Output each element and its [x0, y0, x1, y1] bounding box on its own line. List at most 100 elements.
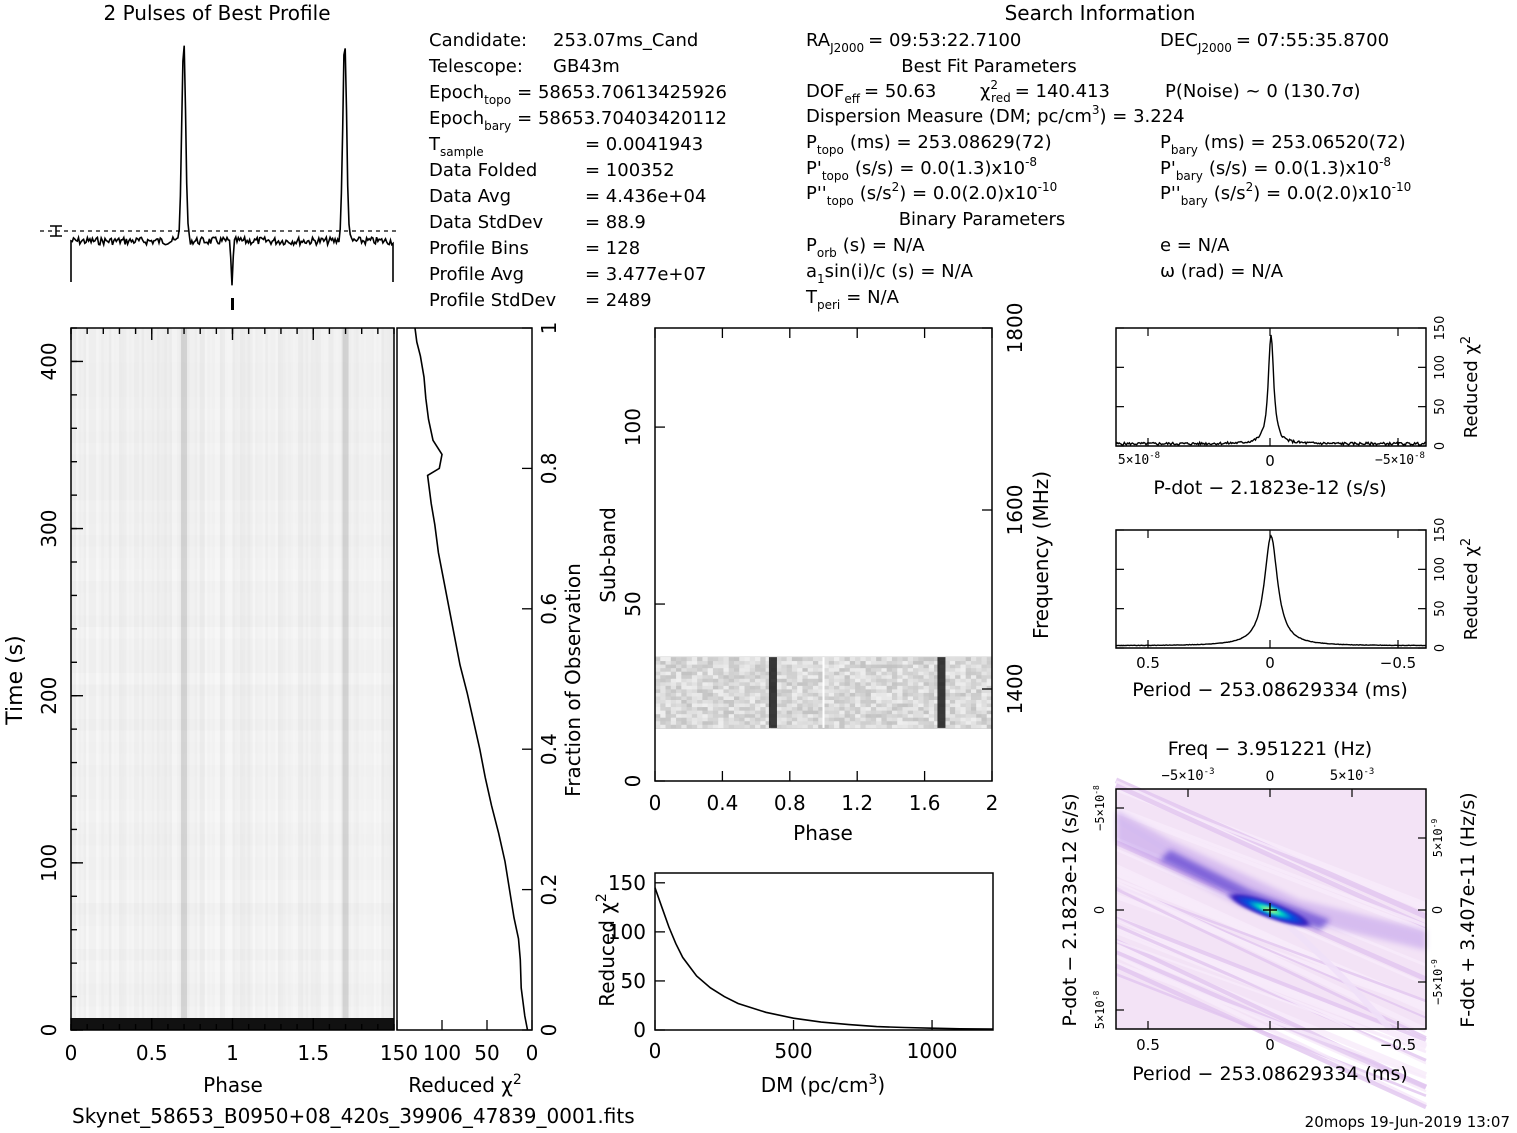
subband-cell: [928, 678, 935, 683]
subband-cell: [749, 713, 756, 718]
subband-cell: [965, 678, 972, 683]
subband-cell: [718, 657, 724, 662]
subband-cell: [949, 710, 956, 715]
subband-cell: [918, 696, 924, 701]
time-row: [71, 362, 394, 374]
subband-cell: [870, 664, 877, 669]
phase-bin-column: [187, 328, 191, 1018]
subband-cell: [660, 667, 666, 672]
subband-cell: [670, 660, 677, 665]
subband-cell: [855, 685, 861, 690]
subband-cell: [881, 703, 888, 708]
phase-bin-column: [260, 328, 264, 1018]
phase-bin-column: [320, 328, 324, 1018]
subband-cell: [686, 657, 693, 662]
subband-cell: [965, 699, 972, 704]
ecc-line: e = N/A: [1160, 235, 1230, 256]
subband-cell: [913, 713, 919, 718]
subband-cell: [676, 664, 682, 669]
subband-cell: [849, 678, 856, 683]
subband-cell: [786, 667, 793, 672]
subband-cell: [818, 692, 824, 697]
time-chi2-xtick: 150: [380, 1041, 418, 1065]
subband-cell: [660, 717, 666, 722]
subband-cell: [755, 688, 761, 693]
subband-cell: [733, 696, 740, 701]
subband-cell: [702, 660, 709, 665]
subband-cell: [886, 713, 893, 718]
subband-cell: [865, 713, 872, 718]
subband-cell: [655, 703, 661, 708]
subband-cell: [749, 692, 756, 697]
search-info-block: RAJ2000 = 09:53:22.7100 DECJ2000 = 07:55:3…: [805, 30, 1411, 312]
subband-cell: [686, 667, 693, 672]
subband-cell: [707, 674, 714, 679]
phase-bin-column: [262, 328, 266, 1018]
subband-cell: [655, 667, 661, 672]
subband-cell: [744, 713, 751, 718]
subband-cell: [839, 713, 845, 718]
subband-cell: [981, 703, 988, 708]
time-row: [71, 500, 394, 512]
subband-cell: [691, 720, 698, 725]
subband-cell: [949, 717, 956, 722]
subband-cell: [760, 660, 766, 665]
subband-cell: [844, 713, 851, 718]
subband-cell: [928, 710, 935, 715]
subband-cell: [876, 717, 882, 722]
subband-cell: [781, 664, 788, 669]
subband-cell: [981, 681, 988, 686]
ppd-tick-right: −0.5: [1380, 1036, 1416, 1054]
subband-cell: [828, 688, 835, 693]
subband-cell: [886, 696, 893, 701]
pdot-ylabel: Reduced χ2: [1459, 336, 1482, 438]
fraction-tick: 0.4: [537, 733, 561, 765]
period-xlabel: Period − 253.08629334 (ms): [1132, 679, 1408, 701]
subband-cell: [776, 678, 782, 683]
subband-cell: [834, 681, 840, 686]
time-row: [71, 558, 394, 570]
subband-cell: [855, 674, 861, 679]
info-row-value: 253.07ms_Cand: [553, 30, 698, 51]
subband-cell: [902, 664, 909, 669]
subband-cell: [697, 681, 703, 686]
subband-cell: [718, 710, 724, 715]
subband-cell: [934, 678, 940, 683]
subband-cell: [934, 671, 940, 676]
subband-cell: [902, 660, 909, 665]
subband-cell: [970, 720, 977, 725]
subband-cell: [891, 688, 898, 693]
subband-cell: [670, 678, 677, 683]
phase-bin-column: [242, 328, 246, 1018]
phase-bin-column: [118, 328, 122, 1018]
subband-cell: [702, 717, 709, 722]
subband-cell: [955, 703, 961, 708]
subband-cell: [797, 724, 803, 729]
subband-cell: [728, 657, 735, 662]
subband-cell: [744, 681, 751, 686]
subband-cell: [949, 724, 956, 729]
subband-cell: [723, 657, 730, 662]
subband-cell: [849, 685, 856, 690]
subband-cell: [728, 713, 735, 718]
subband-cell: [844, 706, 851, 711]
phase-bin-column: [275, 328, 279, 1018]
subband-cell: [849, 724, 856, 729]
subband-cell: [655, 724, 661, 729]
subband-cell: [812, 688, 819, 693]
subband-cell: [702, 681, 709, 686]
subband-cell: [949, 667, 956, 672]
subband-cell: [728, 685, 735, 690]
subband-cell: [986, 724, 993, 729]
subband-cell: [739, 674, 745, 679]
phase-bin-column: [381, 328, 385, 1018]
subband-cell: [818, 667, 824, 672]
subband-cell: [844, 660, 851, 665]
subband-cell: [702, 696, 709, 701]
subband-cell: [897, 713, 903, 718]
info-row-value: GB43m: [553, 56, 620, 77]
subband-cell: [733, 724, 740, 729]
subband-cell: [781, 699, 788, 704]
subband-cell: [791, 703, 798, 708]
